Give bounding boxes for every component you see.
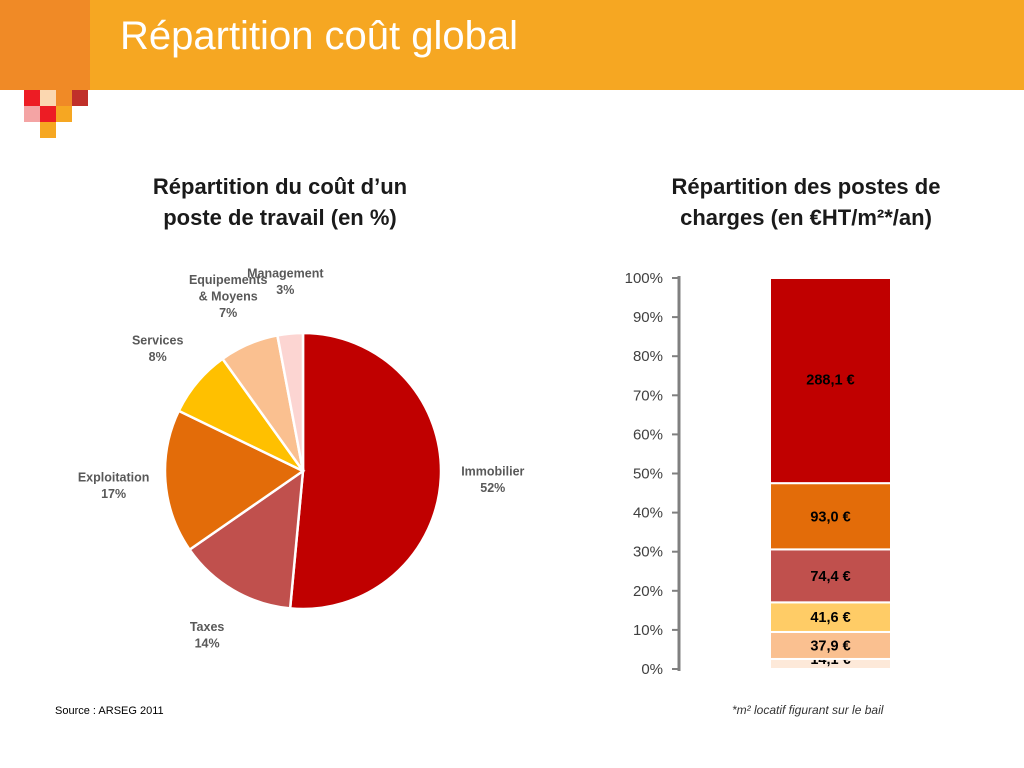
y-tick-label: 0% [641,661,663,678]
pie-value-label: 3% [276,283,294,297]
bar-segment [769,277,892,485]
bar-chart-title: Répartition des postes de charges (en €H… [606,171,1006,233]
pie-label-immobilier: Immobilier 52% [461,465,524,496]
pie-value-label: 8% [149,350,167,364]
bar-chart-title-line1: Répartition des postes de [671,174,941,199]
y-tick-label: 20% [633,583,663,600]
y-tick-label: 80% [633,348,663,365]
y-tick-label: 60% [633,426,663,443]
y-tick-label: 70% [633,387,663,404]
pie-label-management: Management 3% [247,267,324,298]
pie-slice-exploitation [163,409,306,552]
pie-slice-taxes [187,468,305,610]
bar-segment [769,482,892,551]
bar-segment [769,601,892,633]
bar-data-label: 288,1 € [806,373,854,389]
pie-value-label: 7% [219,306,237,320]
y-tick-label: 10% [633,622,663,639]
pie-category-label: Management [247,267,324,281]
area-footnote: *m² locatif figurant sur le bail [732,703,884,717]
pie-category-label: Equipements [189,273,268,287]
pie-chart-title-line1: Répartition du coût d’un [152,174,408,199]
pie-value-label: 14% [195,636,220,650]
y-tick-label: 50% [633,466,663,483]
source-note: Source : ARSEG 2011 [55,705,164,717]
pie-category-label: Exploitation [78,471,150,485]
pie-category-label: Services [132,333,183,347]
pie-slice-management [275,331,305,472]
pie-label-taxes: Taxes 14% [190,620,225,651]
bar-data-label: 74,4 € [810,569,850,585]
pie-value-label: 52% [480,481,505,495]
pie-category-label: Taxes [190,620,225,634]
header-banner [0,0,1024,90]
bar-chart-title-line2: charges (en €HT/m²*/an) [680,205,932,230]
pie-chart-title: Répartition du coût d’un poste de travai… [80,171,480,233]
y-tick-label: 30% [633,544,663,561]
pie-label-services: Services 8% [132,333,183,364]
bar-data-label: 41,6 € [810,610,850,626]
pie-value-label: 17% [101,487,126,501]
pie-slice-immobilier [288,331,443,611]
pie-label-equipements-moyens: Equipements & Moyens 7% [189,273,268,320]
pie-label-exploitation: Exploitation 17% [78,471,150,502]
header-accent-block [0,0,90,90]
page-title: Répartition coût global [120,14,519,58]
bar-segment [769,548,892,604]
pie-category-label: Immobilier [461,465,524,479]
bar-data-label: 37,9 € [810,638,850,654]
y-tick-label: 100% [625,270,663,287]
pie-chart-title-line2: poste de travail (en %) [163,205,397,230]
y-tick-label: 90% [633,309,663,326]
y-tick-label: 40% [633,505,663,522]
bar-data-label: 93,0 € [810,509,850,525]
logo-icon [24,90,88,138]
pie-category-label: & Moyens [199,289,258,303]
